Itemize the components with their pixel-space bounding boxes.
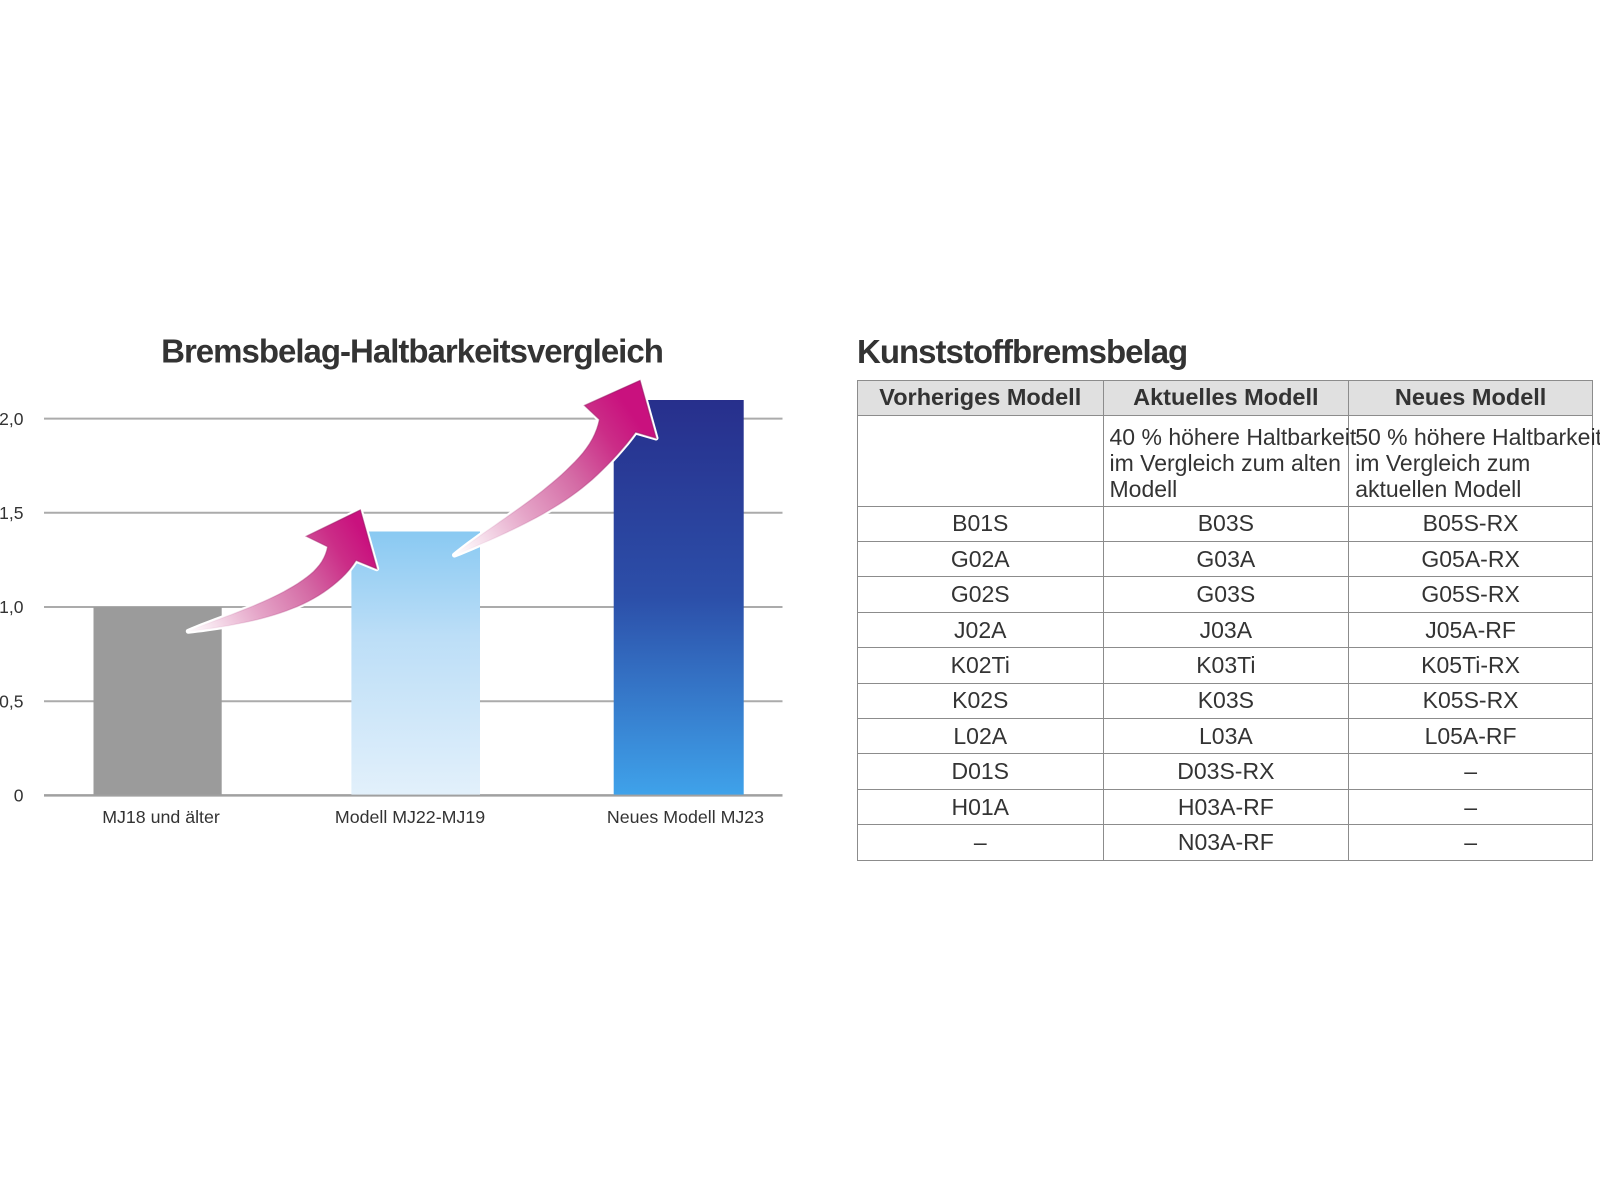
svg-text:0: 0 [14,786,24,806]
svg-text:2,0: 2,0 [0,409,24,429]
svg-text:Neues Modell MJ23: Neues Modell MJ23 [607,807,764,827]
svg-text:MJ18 und älter: MJ18 und älter [102,807,220,827]
svg-text:0,5: 0,5 [0,691,24,711]
svg-text:Modell MJ22-MJ19: Modell MJ22-MJ19 [335,807,485,827]
svg-text:1,5: 1,5 [0,503,24,523]
svg-text:1,0: 1,0 [0,597,24,617]
svg-text:Bremsbelag-Haltbarkeitsverglei: Bremsbelag-Haltbarkeitsvergleich [161,333,663,370]
